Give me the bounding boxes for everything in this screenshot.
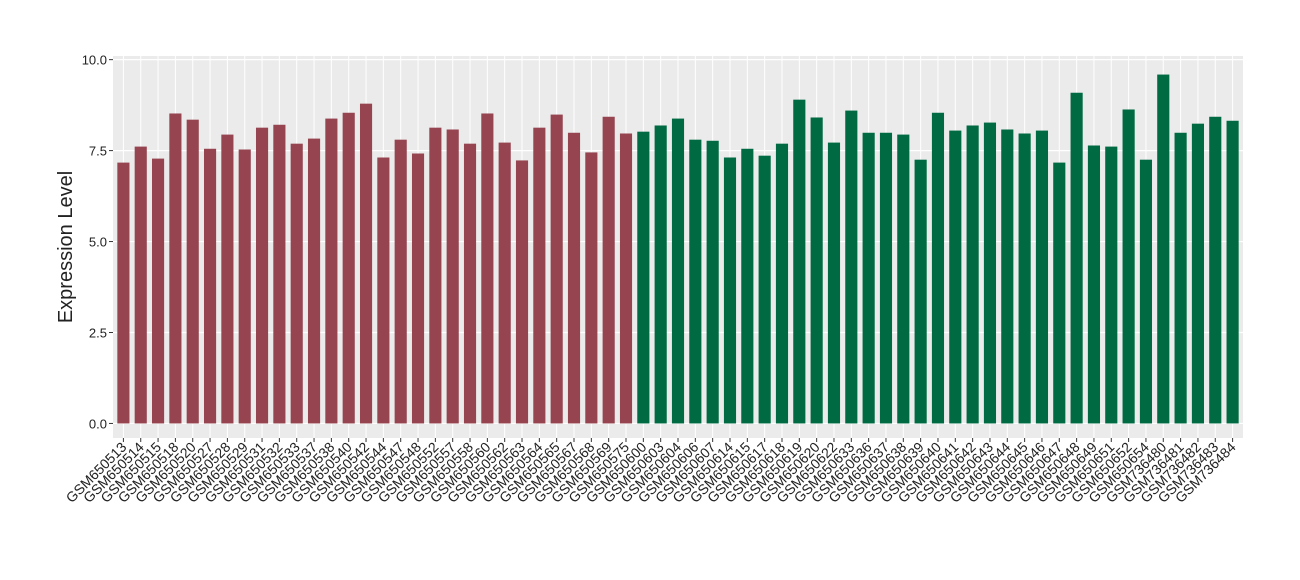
bar <box>273 124 286 424</box>
bar <box>1191 123 1205 424</box>
bar <box>151 158 165 424</box>
bar <box>897 134 910 424</box>
bar <box>238 149 251 424</box>
bar <box>879 132 893 424</box>
bar <box>1226 120 1239 424</box>
bar <box>186 119 199 424</box>
bar <box>1035 130 1049 424</box>
bar <box>533 127 546 424</box>
bar <box>602 116 615 424</box>
bar <box>758 155 771 424</box>
bar <box>325 118 338 424</box>
bar <box>359 103 373 424</box>
bar <box>1070 92 1083 424</box>
y-tick-label: 2.5 <box>89 325 107 340</box>
y-tick-label: 0.0 <box>89 416 107 431</box>
bar <box>706 140 719 424</box>
bar <box>654 125 667 424</box>
bar <box>446 129 459 424</box>
y-tick-label: 5.0 <box>89 235 107 250</box>
bar <box>117 162 130 424</box>
bar <box>966 125 979 424</box>
bar <box>307 138 321 424</box>
bar <box>741 148 754 424</box>
bar <box>793 99 806 424</box>
bar <box>1087 145 1101 424</box>
bar <box>203 148 217 424</box>
bar <box>342 112 355 424</box>
bar <box>567 132 581 424</box>
bar <box>221 134 234 424</box>
bar <box>1053 162 1066 424</box>
bar <box>550 114 563 424</box>
bar <box>463 143 477 424</box>
bar <box>914 159 927 424</box>
bar <box>255 127 269 424</box>
bar <box>1139 159 1153 424</box>
bar <box>845 110 858 424</box>
bar <box>671 118 685 424</box>
bar <box>169 113 182 424</box>
bar <box>394 139 407 424</box>
bar <box>1122 109 1135 424</box>
bar <box>775 143 789 424</box>
bar <box>515 160 529 424</box>
bar <box>931 112 945 424</box>
bar <box>1018 133 1031 424</box>
bar <box>689 139 702 424</box>
bar <box>862 132 875 424</box>
bar <box>585 152 598 424</box>
bar <box>723 157 737 424</box>
y-tick-label: 10.0 <box>82 53 107 68</box>
bar <box>949 130 962 424</box>
bar <box>637 131 650 424</box>
bar <box>411 153 425 424</box>
bar <box>810 117 823 424</box>
bar <box>481 113 494 424</box>
y-axis-title: Expression Level <box>55 171 77 323</box>
y-tick-label: 7.5 <box>89 144 107 159</box>
bar <box>619 133 633 424</box>
bar <box>1157 74 1170 424</box>
bar <box>1174 132 1187 424</box>
bar <box>1001 129 1014 424</box>
bar <box>429 127 442 424</box>
bar <box>377 157 390 424</box>
bar <box>1209 116 1222 424</box>
bar <box>983 122 997 424</box>
bar <box>290 143 303 424</box>
bar <box>1105 146 1118 424</box>
bar <box>134 146 147 424</box>
bar <box>498 142 511 424</box>
bar <box>827 142 841 424</box>
